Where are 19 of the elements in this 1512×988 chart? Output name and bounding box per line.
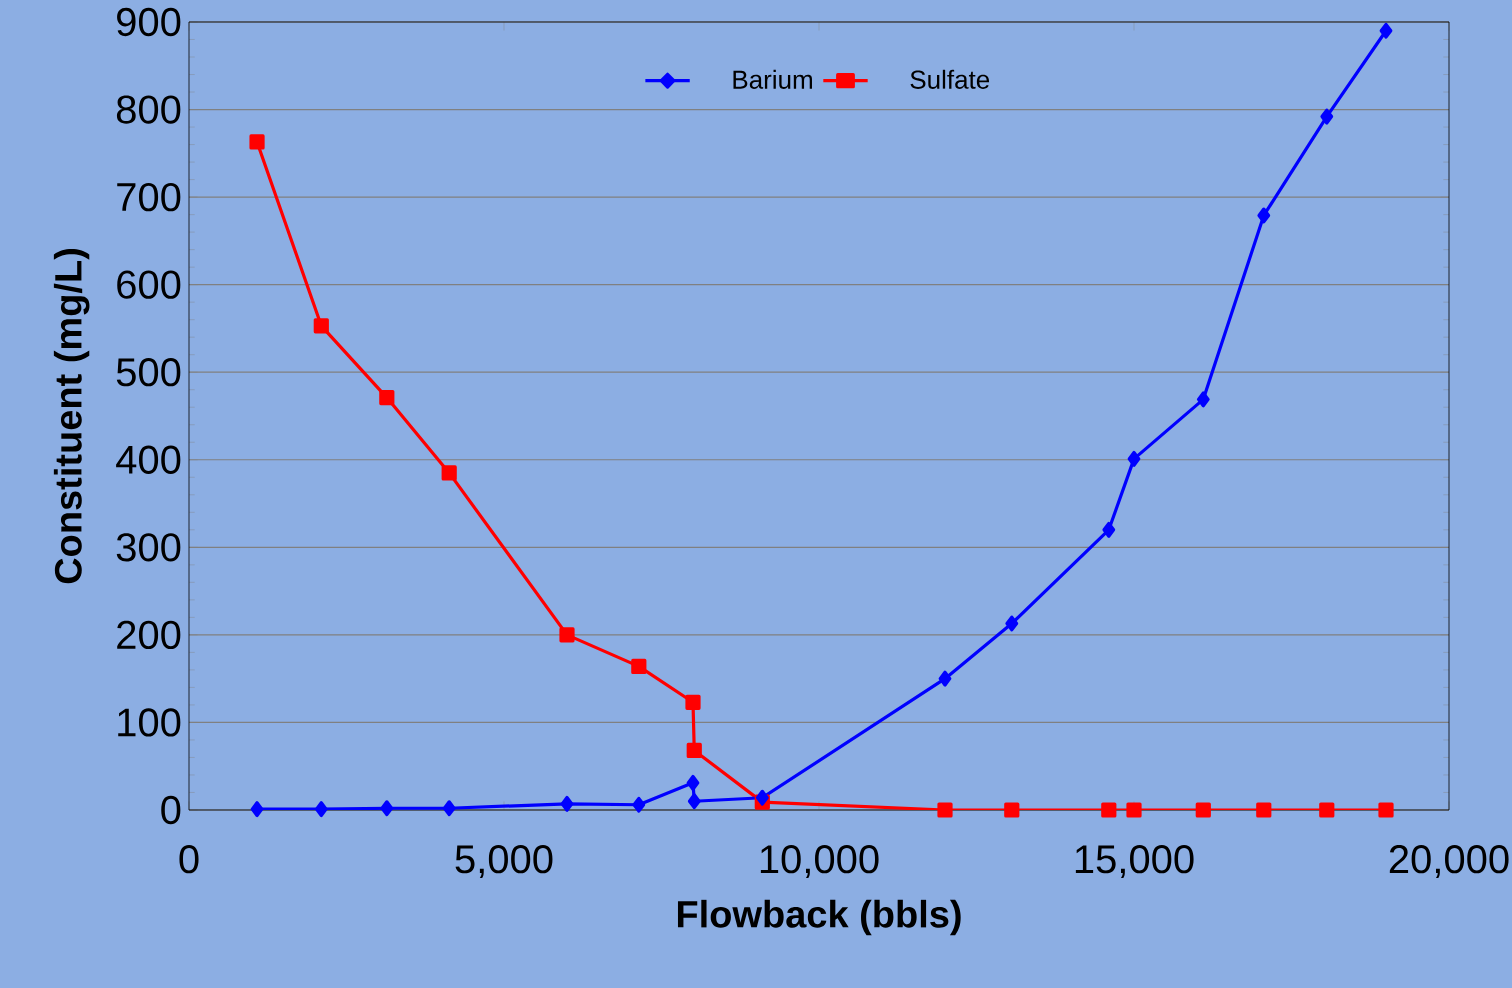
x-tick-label: 10,000	[760, 845, 879, 879]
y-tick-label: 300	[116, 533, 181, 562]
x-tick-label: 0	[179, 845, 199, 874]
x-tick-label: 20,000	[1389, 845, 1509, 879]
y-tick-label: 900	[117, 7, 181, 37]
y-tick-label: 400	[116, 445, 181, 474]
y-tick-label: 700	[117, 182, 181, 212]
y-axis-title: Constituent (mg/L)	[53, 249, 90, 584]
y-tick-label: 600	[117, 270, 181, 299]
y-tick-label: 200	[117, 620, 181, 650]
x-tick-label: 15,000	[1075, 845, 1194, 879]
x-tick-label: 5,000	[455, 845, 553, 879]
y-tick-label: 100	[118, 708, 181, 737]
legend-label: Barium	[733, 69, 812, 89]
y-tick-label: 0	[161, 795, 181, 825]
x-axis-title: Flowback (bbls)	[677, 899, 961, 936]
y-tick-label: 500	[116, 358, 181, 387]
y-tick-label: 800	[116, 95, 181, 124]
legend-label: Sulfate	[910, 69, 990, 89]
